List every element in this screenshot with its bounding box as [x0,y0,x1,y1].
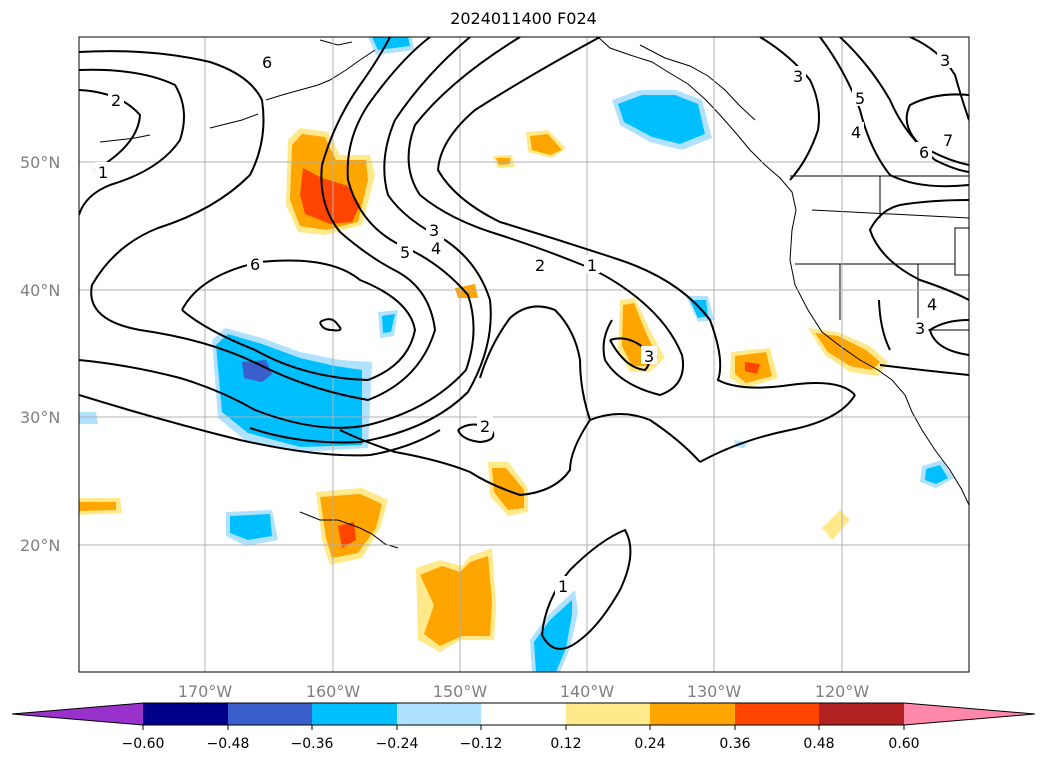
lat-label-20n: 20°N [20,536,60,555]
gridlines [79,37,969,672]
svg-text:5: 5 [855,89,865,108]
colorbar-segment [143,703,228,725]
colorbar-tick-label: −0.24 [376,736,419,752]
svg-text:3: 3 [429,221,439,240]
svg-text:2: 2 [111,91,121,110]
colorbar-tick-label: 0.24 [634,736,665,752]
colorbar-segment [735,703,819,725]
svg-text:4: 4 [927,295,937,314]
lon-label-150w: 150°W [433,682,488,701]
colorbar-segment [228,703,312,725]
lon-labels: 170°W 160°W 150°W 140°W 130°W 120°W [178,682,870,701]
svg-text:3: 3 [940,51,950,70]
colorbar-extend-min [12,703,143,725]
svg-text:6: 6 [250,255,260,274]
colorbar-tick-label: −0.12 [460,736,503,752]
lat-label-30n: 30°N [20,408,60,427]
map-border [78,36,970,673]
svg-text:3: 3 [644,347,654,366]
svg-text:7: 7 [943,131,953,150]
svg-text:3: 3 [793,67,803,86]
colorbar-extend-max [904,703,1035,725]
svg-text:6: 6 [262,53,272,72]
svg-text:3: 3 [915,319,925,338]
lon-label-140w: 140°W [560,682,615,701]
colorbar-tick-label: −0.48 [207,736,250,752]
colorbar-tick-label: 0.36 [719,736,750,752]
colorbar-segment [481,703,566,725]
svg-text:1: 1 [587,256,597,275]
svg-text:1: 1 [558,577,568,596]
lon-label-170w: 170°W [178,682,233,701]
contour-labels: 6 2 1 6 3 4 5 2 1 3 2 1 3 5 [95,50,956,596]
lon-label-130w: 130°W [687,682,742,701]
lat-label-50n: 50°N [20,153,60,172]
lat-labels: 50°N 40°N 30°N 20°N [20,153,60,555]
svg-text:2: 2 [535,256,545,275]
colorbar-segment [819,703,904,725]
colorbar-segment [312,703,397,725]
svg-text:4: 4 [431,239,441,258]
lat-label-40n: 40°N [20,281,60,300]
lon-label-160w: 160°W [306,682,361,701]
colorbar-tick-label: 0.12 [550,736,581,752]
svg-text:5: 5 [400,243,410,262]
map-title: 2024011400 F024 [450,9,597,28]
colorbar-segment [397,703,481,725]
coastline-layer [99,37,969,549]
lon-label-120w: 120°W [815,682,870,701]
colorbar-tick-label: −0.60 [122,736,165,752]
svg-text:4: 4 [851,123,861,142]
svg-text:6: 6 [919,143,929,162]
colorbar-tick-label: −0.36 [291,736,334,752]
colorbar-segment [650,703,735,725]
svg-text:2: 2 [480,417,490,436]
colorbar-segment [566,703,650,725]
colorbar-tick-label: 0.48 [803,736,834,752]
colorbar: −0.60 −0.48 −0.36 −0.24 −0.12 0.12 0.24 … [11,702,1036,752]
svg-text:1: 1 [98,163,108,182]
colorbar-tick-label: 0.60 [888,736,919,752]
